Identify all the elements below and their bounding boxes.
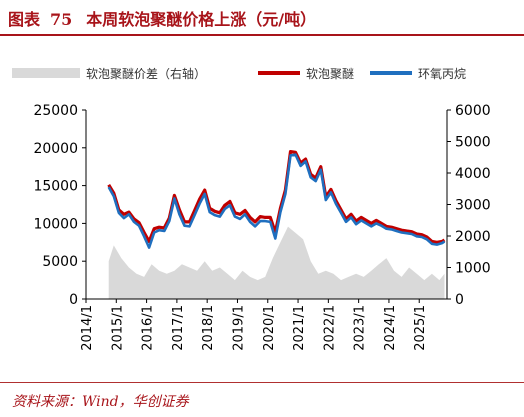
x-tick-label: 2025/1 [413,305,428,351]
x-tick-label: 2014/1 [80,305,95,351]
legend: 软泡聚醚价差（右轴） 软泡聚醚 环氧丙烷 [12,66,466,81]
y-left-tick-label: 10000 [33,216,78,232]
legend-label-polyether: 软泡聚醚 [306,67,354,81]
plot-area [107,149,446,299]
figure-label: 图表 [8,10,41,29]
x-tick-label: 2018/1 [201,305,216,351]
y-right-tick-label: 0 [455,292,464,308]
y-left-tick-label: 25000 [33,103,78,119]
x-tick-label: 2023/1 [353,305,368,351]
x-tick-label: 2017/1 [171,305,186,351]
source-note: 资料来源：Wind，华创证券 [12,394,189,410]
chart-title: 图表 75 本周软泡聚醚价格上涨（元/吨） [8,6,316,30]
footer-rule [0,382,524,383]
series-area-spread [108,226,445,299]
y-right-tick-label: 2000 [455,229,491,245]
series-line-propylene-oxide [107,153,446,249]
legend-label-propylene-oxide: 环氧丙烷 [418,67,466,81]
legend-label-spread: 软泡聚醚价差（右轴） [86,66,206,81]
y-right-tick-label: 6000 [455,103,491,119]
chart-svg: 软泡聚醚价差（右轴） 软泡聚醚 环氧丙烷 0500010000150002000… [12,66,491,351]
y-left-tick-label: 0 [69,292,78,308]
y-left-tick-label: 5000 [42,254,78,270]
figure-title-text: 本周软泡聚醚价格上涨（元/吨） [86,10,317,29]
axes: 0 5000 10000 15000 20000 25000 0 1000 2000 3000 40… [33,103,490,351]
y-right-tick-label: 4000 [455,166,491,182]
x-tick-label: 2024/1 [383,305,398,351]
y-right-tick-label: 3000 [455,198,491,214]
legend-swatch-spread [12,68,80,78]
y-left-tick-label: 20000 [33,141,78,157]
title-rule [0,34,524,36]
y-right-tick-label: 5000 [455,135,491,151]
figure-number: 75 [50,10,73,29]
x-tick-label: 2015/1 [110,305,125,351]
x-tick-label: 2022/1 [322,305,337,351]
x-tick-label: 2019/1 [231,305,246,351]
y-right-tick-label: 1000 [455,261,491,277]
x-tick-label: 2016/1 [141,305,156,351]
y-left-tick-label: 15000 [33,179,78,195]
x-tick-label: 2020/1 [262,305,277,351]
x-tick-label: 2021/1 [292,305,307,351]
